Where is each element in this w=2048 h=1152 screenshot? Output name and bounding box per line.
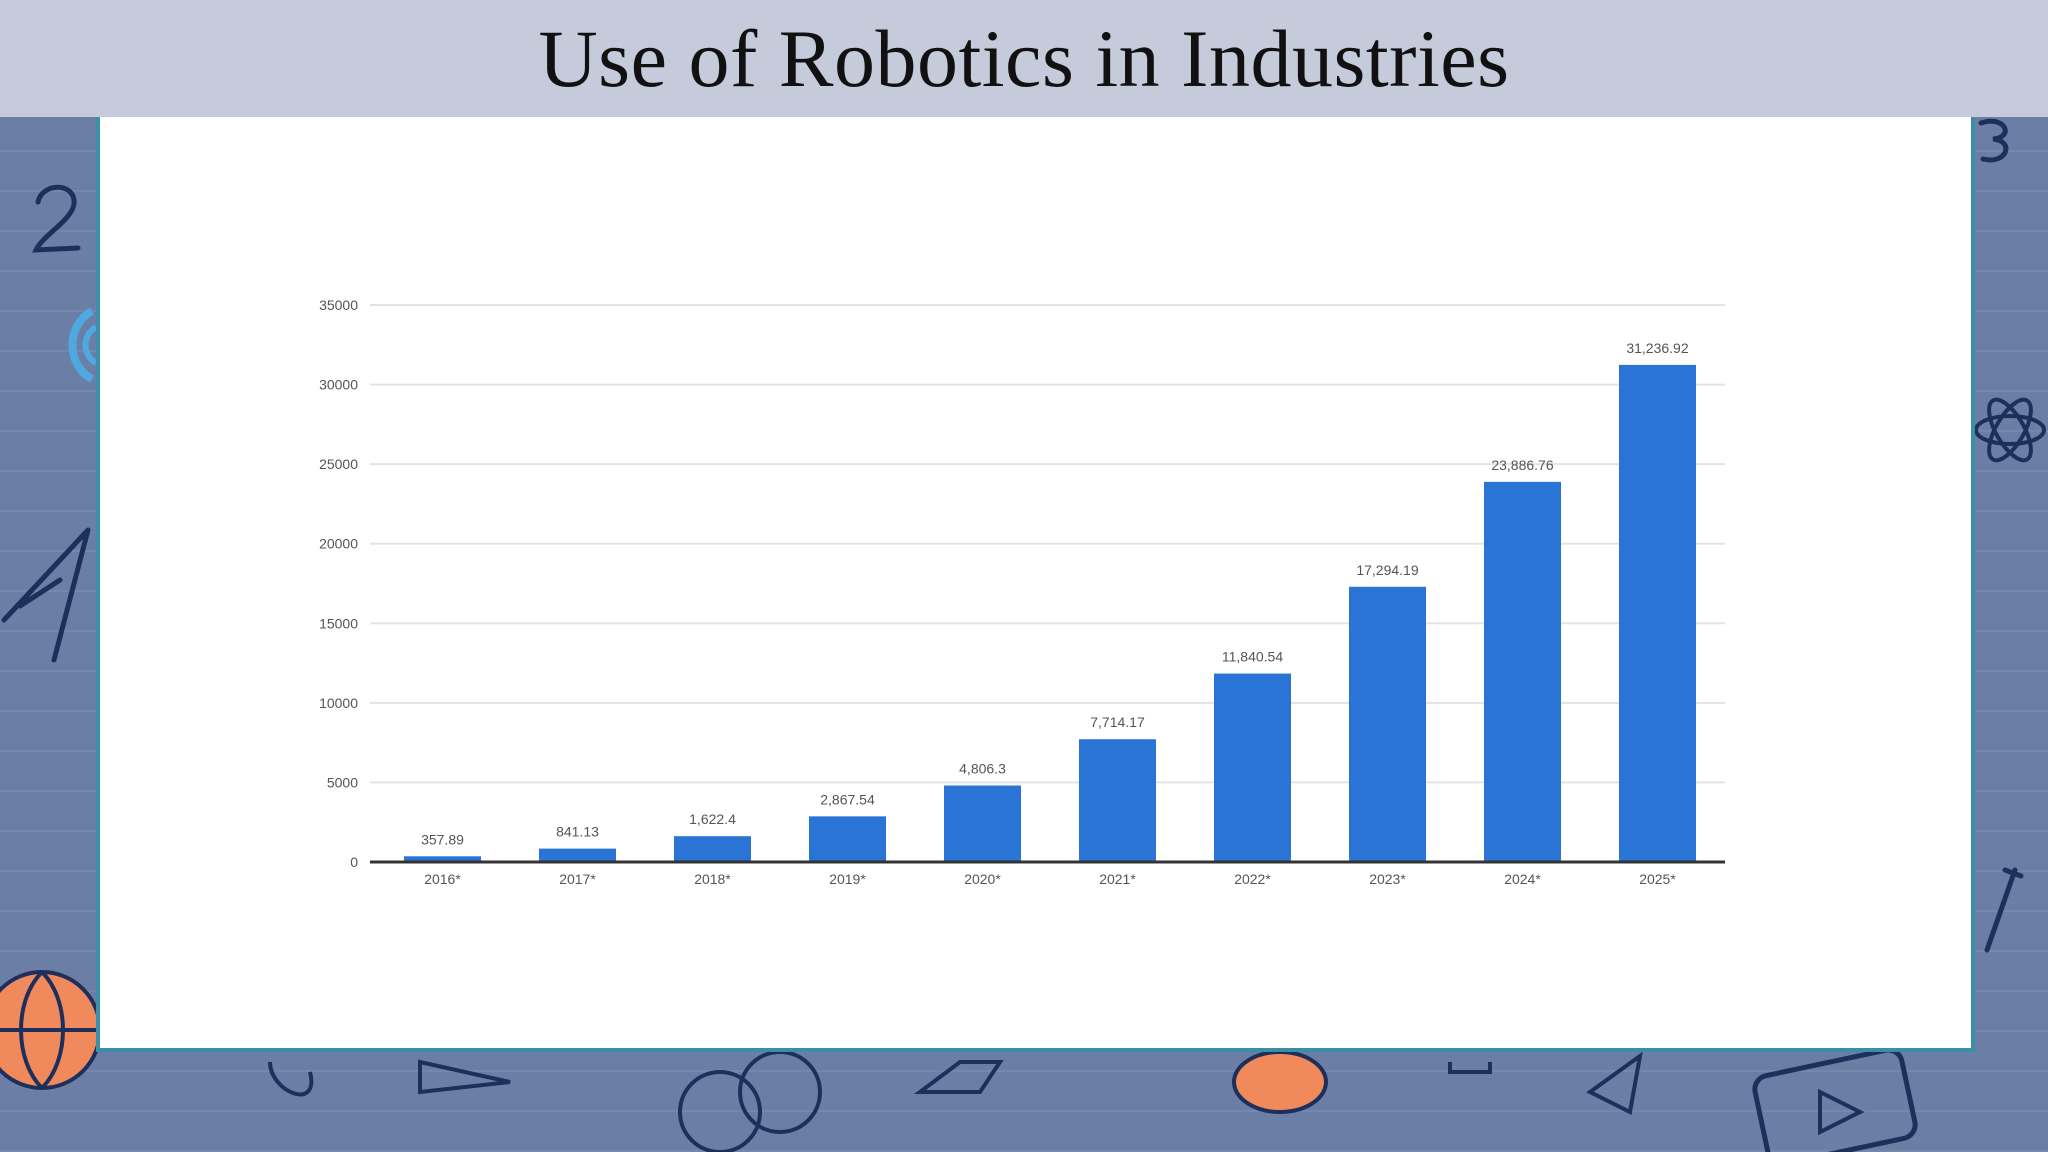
data-label: 841.13 xyxy=(556,824,599,840)
y-tick-label: 0 xyxy=(350,854,358,870)
bar xyxy=(1079,739,1156,862)
y-tick-label: 25000 xyxy=(319,456,358,472)
pen-doodle-icon xyxy=(1984,867,2024,953)
data-label: 17,294.19 xyxy=(1356,562,1418,578)
bar xyxy=(1214,673,1291,862)
x-tick-label: 2017* xyxy=(559,871,596,887)
y-tick-label: 20000 xyxy=(319,536,358,552)
x-tick-label: 2022* xyxy=(1234,871,1271,887)
three-doodle-icon xyxy=(1978,118,2009,163)
data-label: 23,886.76 xyxy=(1491,457,1553,473)
y-tick-label: 35000 xyxy=(319,297,358,313)
title-bar: Use of Robotics in Industries xyxy=(0,0,2048,117)
y-tick-label: 5000 xyxy=(327,774,358,790)
bar xyxy=(674,836,751,862)
bar xyxy=(539,848,616,862)
data-label: 357.89 xyxy=(421,831,464,847)
x-tick-label: 2019* xyxy=(829,871,866,887)
y-tick-label: 30000 xyxy=(319,377,358,393)
compass-doodle-icon xyxy=(1,527,91,663)
bar xyxy=(404,856,481,862)
data-label: 7,714.17 xyxy=(1090,714,1145,730)
x-tick-label: 2016* xyxy=(424,871,461,887)
bar-chart: 0 5000 10000 15000 20000 25000 30000 35000 357.8… xyxy=(319,297,1725,887)
data-label: 1,622.4 xyxy=(689,811,736,827)
x-tick-label: 2024* xyxy=(1504,871,1541,887)
bar xyxy=(944,785,1021,862)
x-tick-label: 2023* xyxy=(1369,871,1406,887)
bar xyxy=(1484,481,1561,862)
x-tick-label: 2021* xyxy=(1099,871,1136,887)
number-two-doodle-icon xyxy=(32,184,81,253)
y-tick-label: 15000 xyxy=(319,615,358,631)
wifi-doodle-icon xyxy=(68,307,98,383)
y-tick-label: 10000 xyxy=(319,695,358,711)
slide-title: Use of Robotics in Industries xyxy=(538,12,1510,104)
basketball-doodle-icon xyxy=(0,970,100,1090)
chart-panel: 0 5000 10000 15000 20000 25000 30000 35000 357.8… xyxy=(96,117,1975,1052)
x-tick-label: 2018* xyxy=(694,871,731,887)
data-label: 4,806.3 xyxy=(959,761,1006,777)
data-label: 31,236.92 xyxy=(1626,340,1688,356)
bar xyxy=(809,816,886,862)
data-label: 2,867.54 xyxy=(820,791,875,807)
atom-doodle-icon xyxy=(1974,397,2046,463)
x-tick-label: 2025* xyxy=(1639,871,1676,887)
bar xyxy=(1619,364,1696,862)
x-tick-label: 2020* xyxy=(964,871,1001,887)
data-label: 11,840.54 xyxy=(1222,649,1283,665)
bottom-doodles-icon xyxy=(268,1052,1918,1152)
bar xyxy=(1349,586,1426,862)
